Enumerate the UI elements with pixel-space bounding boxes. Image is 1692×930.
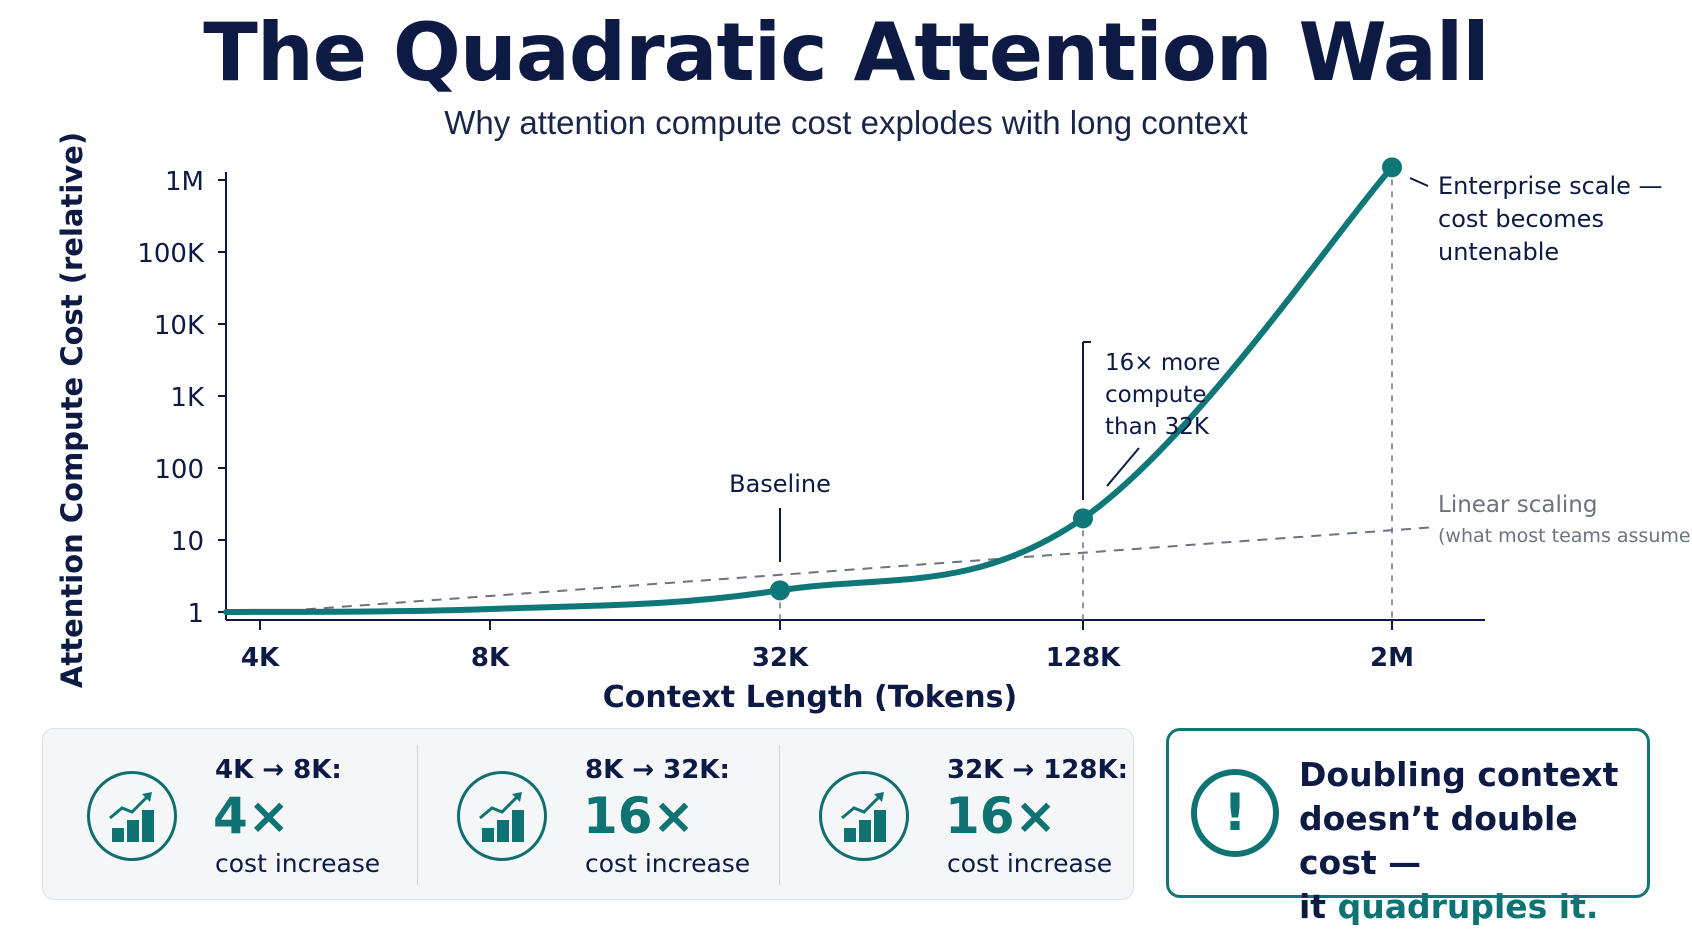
y-tick-label: 10 <box>171 527 204 557</box>
key-insight-callout: ! Doubling context doesn’t double cost —… <box>1166 728 1650 926</box>
exclamation-icon: ! <box>1191 769 1279 857</box>
growth-chart-glyph <box>109 792 154 842</box>
stat-multiplier: 16× <box>945 787 1057 845</box>
linear-scaling-label: Linear scaling <box>1438 492 1597 518</box>
linear-scaling-line <box>269 526 1433 613</box>
callout-line-3: it <box>1299 887 1338 926</box>
stat-description: cost increase <box>215 849 381 878</box>
top-pointer <box>1409 177 1429 187</box>
stat-range: 32K → 128K: <box>947 755 1129 785</box>
stats-panel: 4K → 8K: 4× cost increase 8K → 32K: 16× … <box>42 728 1134 900</box>
chart-title: The Quadratic Attention Wall <box>203 6 1489 99</box>
baseline-annotation: Baseline <box>729 470 831 498</box>
callout-line-1: Doubling context <box>1299 755 1619 794</box>
x-tick-label: 8K <box>471 643 510 673</box>
y-tick-label: 10K <box>154 311 205 341</box>
top-annotation-line: untenable <box>1438 238 1559 266</box>
y-tick-label: 100 <box>154 455 204 485</box>
x-tick-label: 128K <box>1046 643 1121 673</box>
stat-range: 8K → 32K: <box>585 755 730 785</box>
mid-pointer <box>1106 447 1140 487</box>
stat-description: cost increase <box>585 849 751 878</box>
chart-subtitle: Why attention compute cost explodes with… <box>444 104 1248 141</box>
x-axis-label: Context Length (Tokens) <box>603 680 1017 715</box>
growth-chart-glyph <box>841 792 886 842</box>
mid-annotation-line: 16× more <box>1105 350 1220 376</box>
y-tick-label: 100K <box>137 239 205 269</box>
y-tick-label: 1 <box>187 599 204 629</box>
stat-multiplier: 16× <box>583 787 695 845</box>
y-tick-label: 1K <box>170 383 205 413</box>
data-point-marker <box>1073 508 1093 529</box>
growth-chart-icon <box>87 771 177 861</box>
stat-card: 4K → 8K: 4× cost increase <box>43 729 413 899</box>
y-axis-label: Attention Compute Cost (relative) <box>55 132 89 688</box>
callout-line-2: doesn’t double cost — <box>1299 799 1578 882</box>
top-annotation-line: Enterprise scale — <box>1438 172 1663 200</box>
y-tick-label: 1M <box>165 167 204 197</box>
top-annotation-line: cost becomes <box>1438 205 1604 233</box>
stat-range: 4K → 8K: <box>215 755 342 785</box>
attention-cost-curve <box>223 164 1395 615</box>
stat-divider <box>417 745 418 885</box>
data-point-marker <box>1382 157 1402 178</box>
stat-description: cost increase <box>947 849 1113 878</box>
stat-divider <box>779 745 780 885</box>
growth-chart-glyph <box>479 792 524 842</box>
callout-emphasis: quadruples it. <box>1337 887 1599 926</box>
linear-scaling-note: (what most teams assume) <box>1438 525 1692 547</box>
x-tick-label: 4K <box>241 643 280 673</box>
stat-multiplier: 4× <box>213 787 290 845</box>
mid-annotation-line: compute <box>1105 382 1206 408</box>
stat-card: 8K → 32K: 16× cost increase <box>413 729 775 899</box>
quadratic-cost-chart: 1 10 100 1K 10K 100K 1M 4K 8K 32K 128K 2M Context Le… <box>55 132 1692 715</box>
growth-chart-icon <box>819 771 909 861</box>
x-tick-label: 2M <box>1370 643 1414 673</box>
mid-annotation-line: than 32K <box>1105 414 1210 440</box>
callout-text: Doubling context doesn’t double cost — i… <box>1299 753 1639 929</box>
x-tick-label: 32K <box>752 643 809 673</box>
data-point-marker <box>770 580 790 601</box>
stat-card: 32K → 128K: 16× cost increase <box>775 729 1131 899</box>
growth-chart-icon <box>457 771 547 861</box>
